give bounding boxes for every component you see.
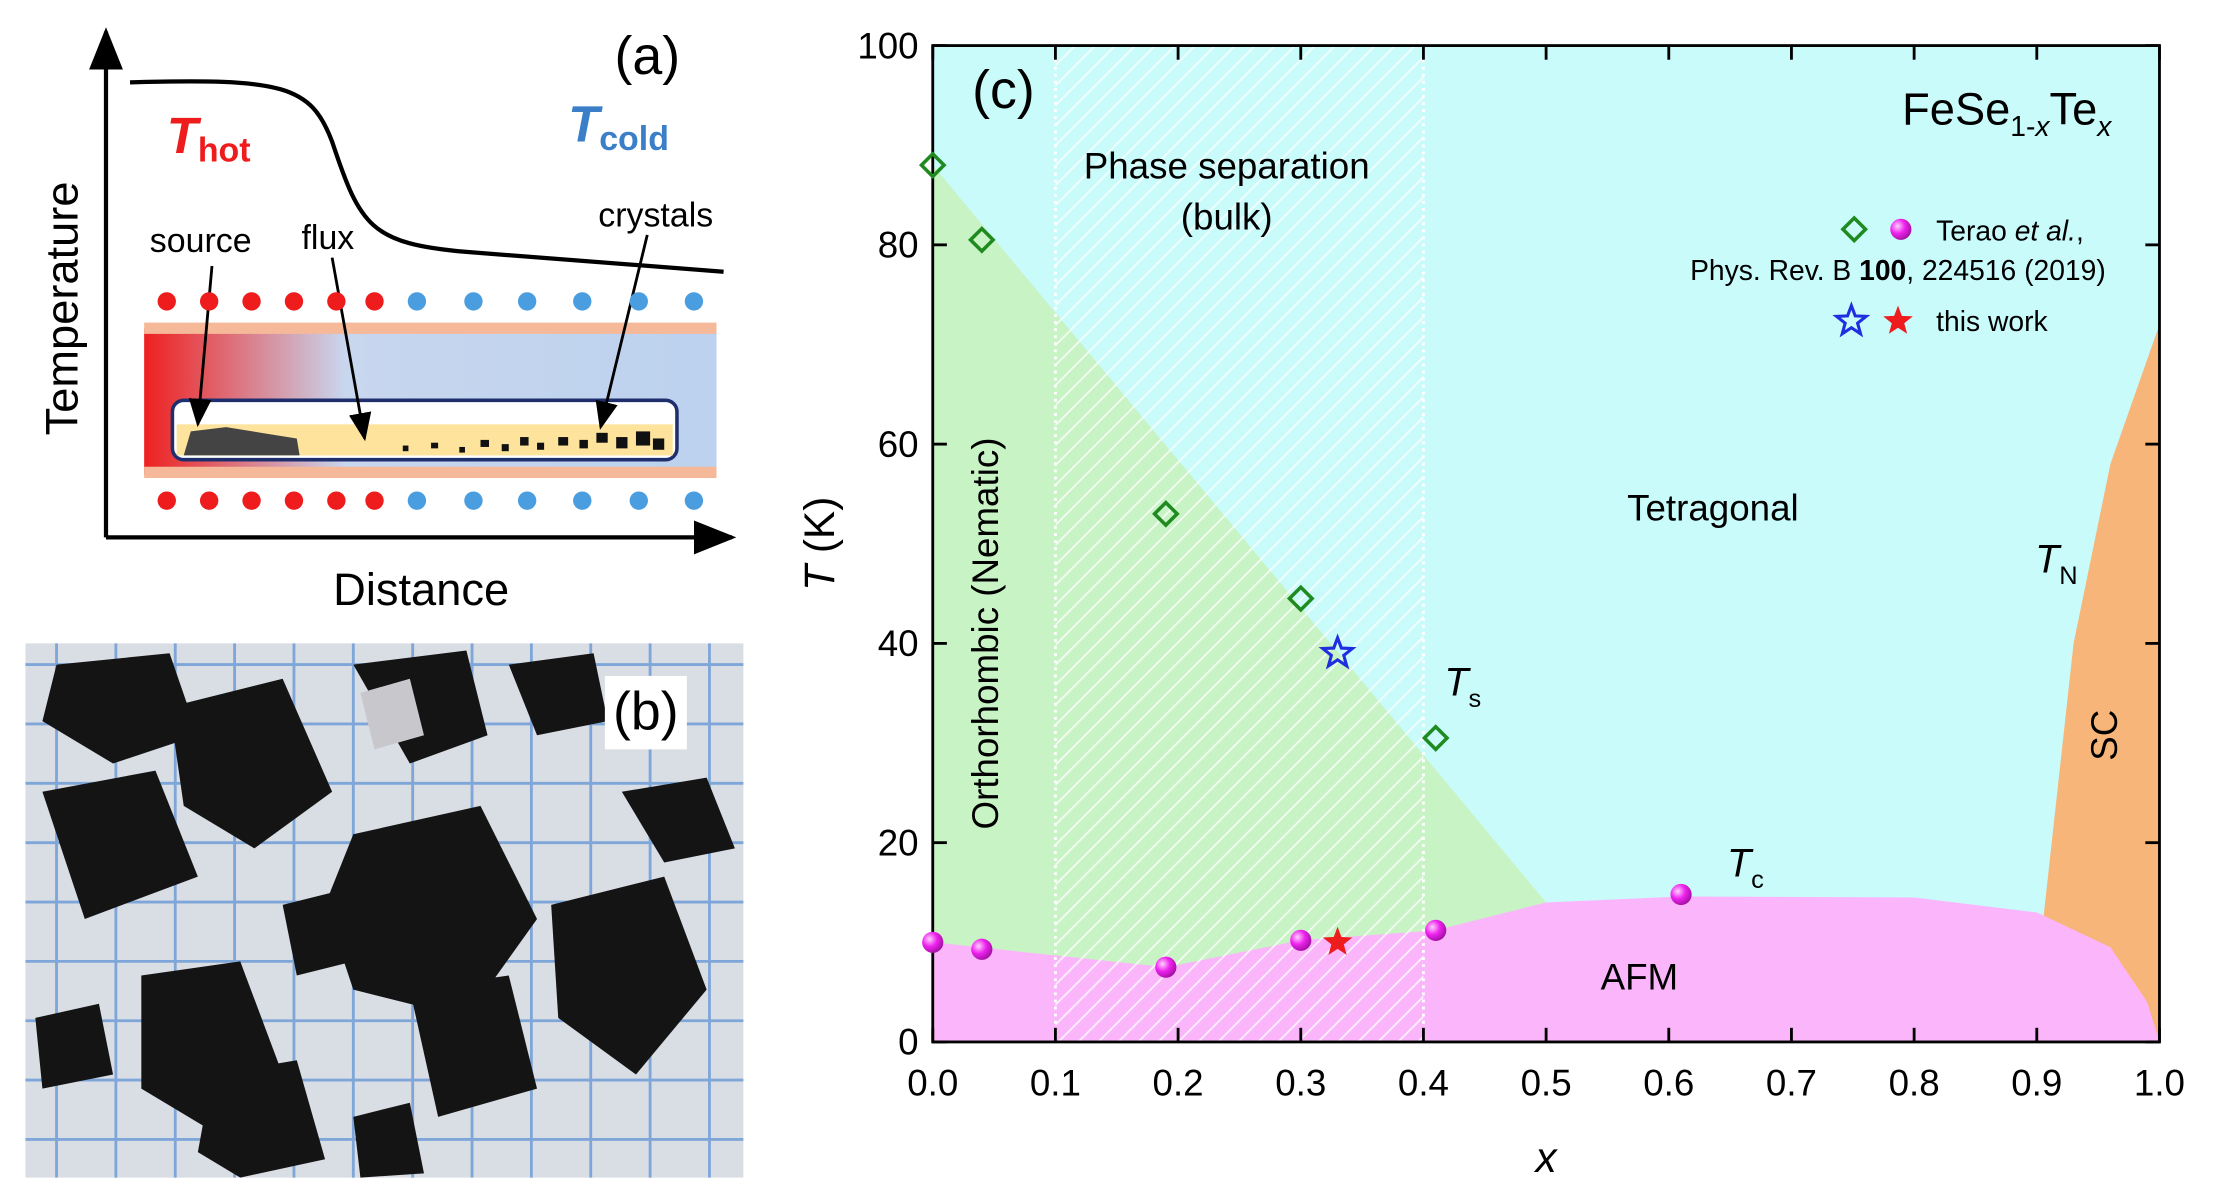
heater-dot (365, 292, 384, 311)
x-tick-label: 0.5 (1521, 1063, 1572, 1104)
data-point (1318, 633, 1357, 670)
region-label: (bulk) (1181, 196, 1273, 237)
heater-dot (573, 292, 592, 311)
x-tick-label: 0.3 (1275, 1063, 1326, 1104)
panel-label: (a) (614, 26, 680, 86)
panel-label: (c) (972, 60, 1035, 120)
x-axis-label: Distance (333, 564, 509, 615)
legend-marker (1890, 218, 1912, 240)
x-tick-label: 0.2 (1153, 1063, 1204, 1104)
panel-b: (b) (25, 643, 744, 1178)
data-point (1322, 926, 1353, 955)
heater-dot (157, 491, 176, 510)
heater-dot (284, 491, 304, 510)
panel-c: 0.0 0.1 0.2 0.3 0.4 0.5 0.6 0.7 0.8 0.9 1.0 0 20 40 60… (796, 25, 2185, 1181)
heater-dot (157, 292, 176, 311)
y-tick-label: 40 (878, 623, 919, 664)
heater-dot (684, 292, 704, 311)
callout: crystals (598, 196, 713, 234)
data-point (968, 226, 996, 254)
heater-dot (199, 491, 219, 510)
source (183, 427, 300, 456)
data-point (1670, 883, 1692, 906)
y-tick-label: 20 (878, 822, 919, 863)
crystals (402, 431, 665, 453)
region-label: Tetragonal (1627, 487, 1799, 528)
x-tick-label: 0.7 (1766, 1063, 1817, 1104)
x-tick-label: 0.8 (1889, 1063, 1940, 1104)
data-point (1290, 929, 1312, 951)
legend-marker (1883, 305, 1913, 334)
tube-wall (144, 466, 717, 479)
data-point (1155, 956, 1177, 978)
label-hot: Thot (167, 107, 251, 169)
callout: flux (301, 219, 354, 257)
heater-dot (199, 292, 219, 311)
heater-dot (684, 491, 704, 510)
heater-dot (327, 491, 346, 510)
x-tick-label: 0.1 (1030, 1063, 1081, 1104)
label-cold: Tcold (568, 96, 669, 158)
heater-dot (327, 292, 346, 311)
tube-wall (144, 322, 717, 334)
data-point (1152, 500, 1180, 528)
panel-label: (b) (613, 682, 679, 742)
callout-arrow (330, 257, 372, 442)
heater-dot (464, 292, 483, 311)
heater-dot (365, 491, 384, 510)
data-point (918, 151, 947, 179)
y-tick-label: 80 (878, 225, 919, 266)
callout-arrow (595, 234, 649, 430)
heater-dot (407, 491, 427, 510)
region-label: SC (2084, 710, 2125, 761)
heater-dot (629, 491, 648, 510)
region-label: AFM (1601, 957, 1679, 998)
heater-dot (464, 491, 483, 510)
panel-a: (a) Temperature Distance Thot Tcold sour… (37, 26, 737, 615)
label-box (604, 675, 687, 750)
x-axis-label: x (1534, 1134, 1559, 1181)
annotation: Ts (1444, 661, 1481, 713)
y-axis-label: Temperature (37, 182, 88, 436)
heater-dot (284, 292, 304, 311)
annotation: Tc (1727, 842, 1764, 894)
x-tick-label: 0.0 (907, 1063, 958, 1104)
x-tick-label: 1.0 (2134, 1063, 2185, 1104)
data-point (971, 938, 993, 960)
region-label: Phase separation (1084, 145, 1370, 186)
chart-title: FeSe1-xTex (1902, 84, 2112, 142)
x-tick-label: 0.9 (2011, 1063, 2062, 1104)
x-tick-label: 0.4 (1398, 1063, 1449, 1104)
region (2042, 324, 2160, 1042)
legend-label: this work (1936, 305, 2048, 337)
heater-dot (517, 292, 537, 311)
data-point (1421, 724, 1450, 752)
heater-dot (517, 491, 537, 510)
y-tick-label: 100 (857, 25, 918, 66)
region-label: Orthorhombic (Nematic) (965, 438, 1006, 830)
x-tick-label: 0.6 (1643, 1063, 1694, 1104)
temperature-curve (129, 79, 724, 274)
heater-dot (573, 491, 592, 510)
reflection (360, 678, 424, 750)
phase-separation (1055, 45, 1424, 1042)
y-tick-label: 0 (898, 1022, 918, 1063)
legend-label: Phys. Rev. B 100, 224516 (2019) (1690, 254, 2106, 286)
heater-dot (407, 292, 427, 311)
heater-dot (242, 491, 261, 510)
crystal-flakes (35, 650, 735, 1178)
y-axis-label: T (K) (796, 497, 843, 591)
annotation: TN (2035, 538, 2078, 590)
legend-marker (1832, 301, 1871, 338)
y-tick-label: 60 (878, 424, 919, 465)
legend-marker (1840, 215, 1869, 244)
heater-dot (242, 292, 261, 311)
heater-dot (629, 292, 648, 311)
callout: source (150, 222, 252, 260)
legend-label: Terao et al., (1936, 215, 2084, 247)
data-point (922, 931, 944, 953)
data-point (1286, 584, 1315, 613)
data-point (1425, 919, 1447, 941)
